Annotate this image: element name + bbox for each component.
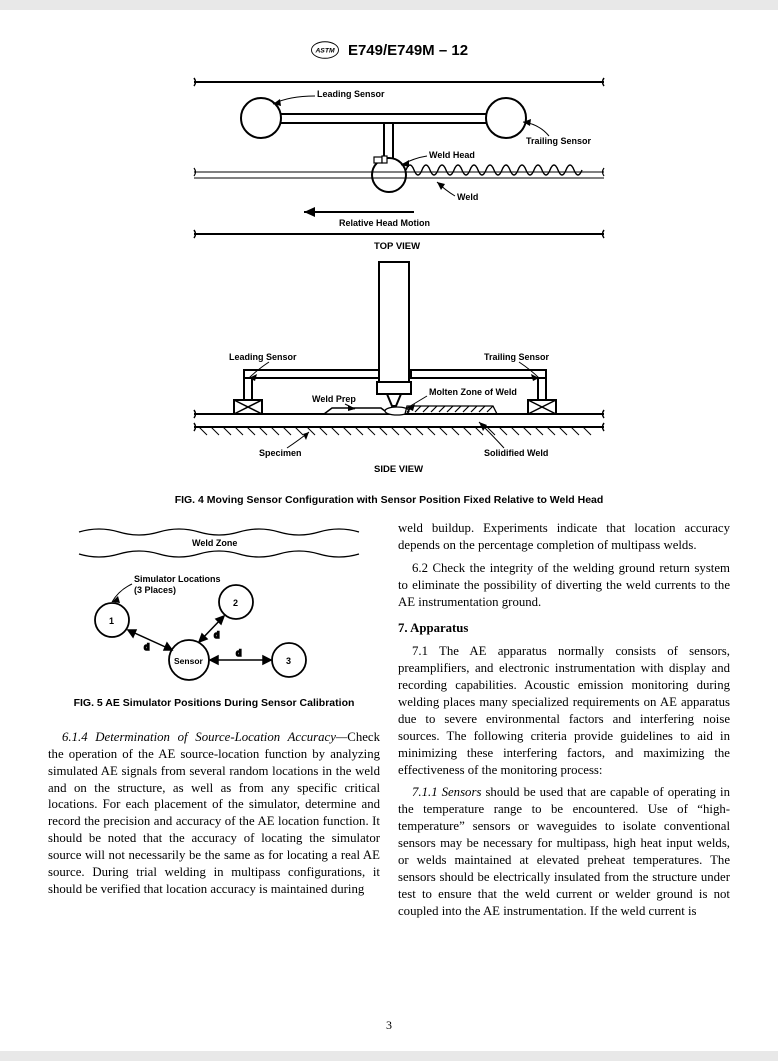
- page: ASTM E749/E749M – 12: [0, 10, 778, 1051]
- node-2: 2: [233, 598, 238, 608]
- node-1: 1: [109, 616, 114, 626]
- section-7-head: 7. Apparatus: [398, 620, 730, 637]
- label-relative-motion: Relative Head Motion: [339, 218, 430, 228]
- text-columns: Weld Zone Simulator Locations (3 Places)…: [48, 520, 730, 1031]
- astm-logo-icon: ASTM: [310, 40, 340, 60]
- para-7-1-1: 7.1.1 Sensors should be used that are ca…: [398, 784, 730, 919]
- label-leading-sensor: Leading Sensor: [317, 89, 385, 99]
- figure-4-diagram: Leading Sensor Trailing Sensor Weld Head…: [149, 72, 629, 492]
- label-solidified-weld: Solidified Weld: [484, 448, 548, 458]
- label-weld-zone: Weld Zone: [192, 538, 237, 548]
- label-specimen: Specimen: [259, 448, 302, 458]
- label-weld-head: Weld Head: [429, 150, 475, 160]
- para-6-2: 6.2 Check the integrity of the welding g…: [398, 560, 730, 611]
- column-right: weld buildup. Experiments indicate that …: [398, 520, 730, 1031]
- label-trailing-sensor: Trailing Sensor: [526, 136, 592, 146]
- figure-5-caption: FIG. 5 AE Simulator Positions During Sen…: [74, 697, 355, 711]
- figure-5-diagram: Weld Zone Simulator Locations (3 Places)…: [64, 520, 364, 695]
- svg-text:d: d: [144, 642, 150, 652]
- document-id: E749/E749M – 12: [348, 42, 468, 59]
- figure-4-caption: FIG. 4 Moving Sensor Configuration with …: [175, 494, 604, 506]
- page-number: 3: [386, 1018, 392, 1033]
- svg-text:d: d: [214, 630, 220, 640]
- svg-text:ASTM: ASTM: [314, 47, 335, 54]
- svg-text:d: d: [236, 648, 242, 658]
- para-6-1-4: 6.1.4 Determination of Source-Location A…: [48, 729, 380, 898]
- side-leading-sensor: Leading Sensor: [229, 352, 297, 362]
- column-left: Weld Zone Simulator Locations (3 Places)…: [48, 520, 380, 1031]
- figure-4: Leading Sensor Trailing Sensor Weld Head…: [48, 72, 730, 506]
- label-molten-zone: Molten Zone of Weld: [429, 387, 517, 397]
- label-sim-locations: Simulator Locations (3 Places): [134, 574, 223, 595]
- page-header: ASTM E749/E749M – 12: [48, 40, 730, 60]
- node-sensor: Sensor: [174, 656, 204, 666]
- figure-5: Weld Zone Simulator Locations (3 Places)…: [48, 520, 380, 711]
- para-7-1: 7.1 The AE apparatus normally consists o…: [398, 643, 730, 778]
- side-view-label: SIDE VIEW: [374, 464, 423, 475]
- side-trailing-sensor: Trailing Sensor: [484, 352, 550, 362]
- node-3: 3: [286, 656, 291, 666]
- label-weld: Weld: [457, 192, 478, 202]
- label-weld-prep: Weld Prep: [312, 394, 356, 404]
- top-view-label: TOP VIEW: [374, 241, 420, 252]
- para-col2-top: weld buildup. Experiments indicate that …: [398, 520, 730, 554]
